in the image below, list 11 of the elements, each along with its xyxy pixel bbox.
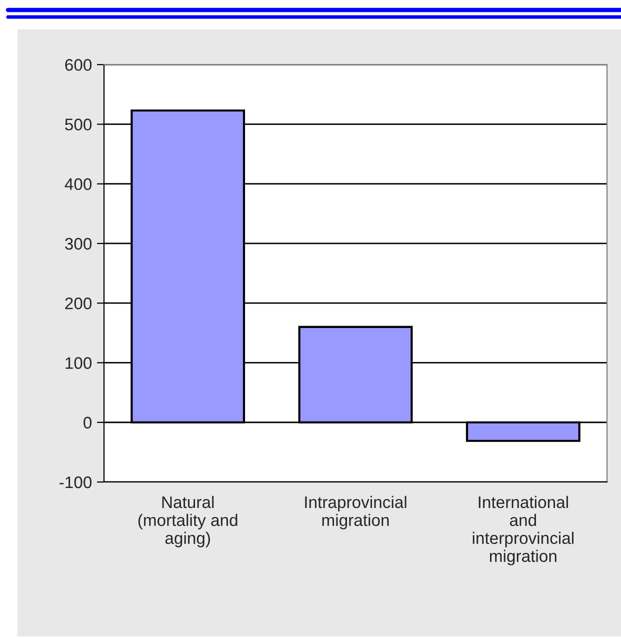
y-tick-label: 400 [64, 178, 92, 190]
y-tick-label: 300 [65, 238, 92, 250]
y-tick-label: 200 [65, 298, 92, 310]
y-tick-label: 600 [65, 59, 92, 71]
y-tick-label: 100 [66, 357, 92, 369]
y-tick-label: -100 [60, 476, 92, 488]
y-tick-label: 500 [65, 118, 92, 130]
x-tick-label: International and interprovincial migration [472, 496, 574, 566]
x-tick-label: Natural (mortality and aging) [138, 496, 238, 548]
x-tick-label: Intraprovincial migration [305, 496, 406, 530]
y-tick-label: 0 [84, 416, 92, 429]
